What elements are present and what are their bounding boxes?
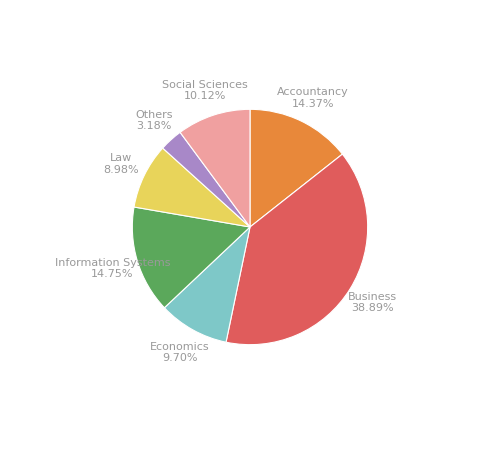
Text: Information Systems
14.75%: Information Systems 14.75% (55, 257, 170, 279)
Text: Accountancy
14.37%: Accountancy 14.37% (277, 87, 348, 109)
Wedge shape (134, 148, 250, 227)
Wedge shape (226, 154, 368, 345)
Text: Social Sciences
10.12%: Social Sciences 10.12% (162, 80, 248, 101)
Wedge shape (250, 109, 342, 227)
Wedge shape (162, 132, 250, 227)
Text: Others
3.18%: Others 3.18% (135, 110, 172, 131)
Wedge shape (164, 227, 250, 342)
Text: Business
38.89%: Business 38.89% (348, 292, 397, 313)
Wedge shape (180, 109, 250, 227)
Wedge shape (132, 207, 250, 308)
Text: Law
8.98%: Law 8.98% (103, 153, 138, 175)
Text: Economics
9.70%: Economics 9.70% (150, 341, 210, 363)
